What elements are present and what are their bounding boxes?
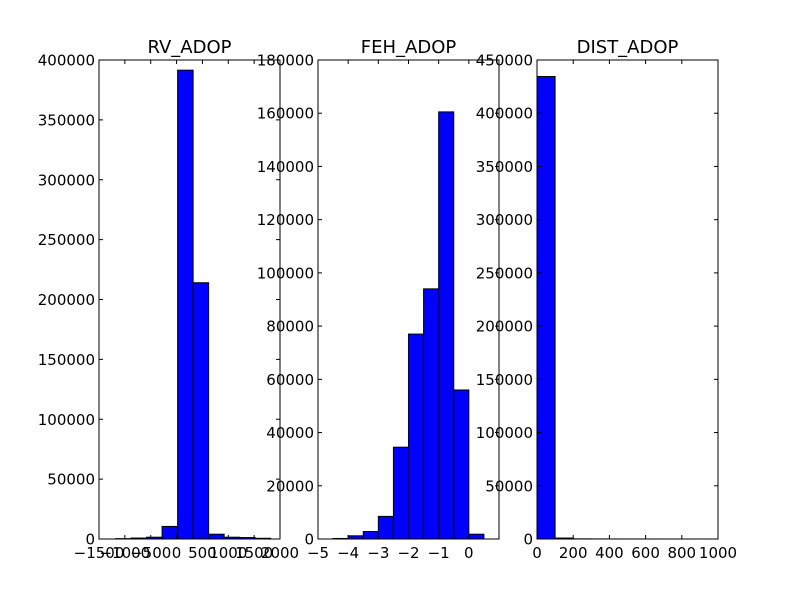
rv-adop-x-tick-label: −500 <box>130 544 171 562</box>
feh-adop-x-tick-label: −5 <box>307 544 329 562</box>
dist-adop-axes-frame <box>536 59 719 540</box>
rv-adop-x-tick-label: 1500 <box>235 544 273 562</box>
feh-adop-bar <box>453 389 470 540</box>
feh-adop-bar <box>377 515 394 540</box>
feh-adop-bar <box>392 446 409 540</box>
dist-adop-x-tick-label: 1000 <box>699 544 737 562</box>
rv-adop-panel: −1500−1000−500 0 5001000150020000500001000… <box>38 37 299 562</box>
feh-adop-x-tick-label: −4 <box>337 544 359 562</box>
rv-adop-title: RV_ADOP <box>147 37 231 58</box>
dist-adop-y-tick-label: 400000 <box>476 105 533 123</box>
rv-adop-bar <box>208 533 225 540</box>
dist-adop-y-tick-label: 250000 <box>476 264 533 282</box>
dist-adop-y-tick-label: 200000 <box>476 318 533 336</box>
rv-adop-y-tick-label: 350000 <box>38 111 95 129</box>
rv-adop-y-tick-label: 100000 <box>38 411 95 429</box>
feh-adop-bar <box>423 288 440 540</box>
dist-adop-y-tick-label: 450000 <box>476 52 533 70</box>
dist-adop-bar <box>536 75 556 540</box>
feh-adop-x-tick-label: −3 <box>367 544 389 562</box>
rv-adop-bar <box>161 525 179 540</box>
feh-adop-y-tick-label: 100000 <box>257 264 314 282</box>
dist-adop-y-tick-label: 50000 <box>485 477 533 495</box>
rv-adop-y-tick-label: 300000 <box>38 171 95 189</box>
feh-adop-bar <box>438 111 455 540</box>
feh-adop-y-tick-label: 20000 <box>266 477 314 495</box>
dist-adop-x-tick-label: 200 <box>559 544 588 562</box>
rv-adop-y-tick-label: 250000 <box>38 231 95 249</box>
rv-adop-bar <box>177 69 194 540</box>
dist-adop-y-tick-label: 350000 <box>476 158 533 176</box>
feh-adop-y-tick-label: 40000 <box>266 424 314 442</box>
feh-adop-y-tick-label: 80000 <box>266 318 314 336</box>
feh-adop-y-tick-label: 120000 <box>257 211 314 229</box>
dist-adop-x-tick-label: 0 <box>532 544 542 562</box>
rv-adop-bar <box>192 282 210 540</box>
feh-adop-bar <box>362 531 379 540</box>
rv-adop-y-tick-label: 150000 <box>38 351 95 369</box>
dist-adop-title: DIST_ADOP <box>577 37 679 58</box>
rv-adop-x-tick-label: −1000 <box>99 544 150 562</box>
feh-adop-y-tick-label: 60000 <box>266 371 314 389</box>
feh-adop-x-tick-label: 0 <box>464 544 474 562</box>
feh-adop-title: FEH_ADOP <box>361 37 457 58</box>
rv-adop-y-tick-label: 400000 <box>38 52 95 70</box>
rv-adop-x-tick-label: 500 <box>188 544 217 562</box>
rv-adop-x-tick-label: 2000 <box>261 544 299 562</box>
dist-adop-panel: 0 200 400 600 800 1000 0 50000 100000 150000 20000… <box>476 37 737 562</box>
dist-adop-y-tick-label: 0 <box>523 531 533 549</box>
rv-adop-y-tick-label: 200000 <box>38 291 95 309</box>
feh-adop-x-tick-label: −1 <box>428 544 450 562</box>
dist-adop-y-tick-label: 300000 <box>476 211 533 229</box>
feh-adop-y-tick-label: 180000 <box>257 52 314 70</box>
feh-adop-bar <box>408 333 425 540</box>
dist-adop-x-tick-label: 800 <box>667 544 696 562</box>
rv-adop-y-tick-label: 0 <box>85 531 95 549</box>
feh-adop-y-tick-label: 160000 <box>257 105 314 123</box>
feh-adop-y-tick-label: 140000 <box>257 158 314 176</box>
feh-adop-bar <box>468 533 485 540</box>
rv-adop-x-tick-label: 1000 <box>209 544 247 562</box>
dist-adop-x-tick-label: 400 <box>595 544 624 562</box>
feh-adop-panel: −5 −4 −3 −2 −1 0 0 20000 40000 60000 80000 100000 12… <box>257 37 500 562</box>
rv-adop-x-tick-label: −1500 <box>74 544 125 562</box>
feh-adop-y-tick-label: 0 <box>304 531 314 549</box>
dist-adop-plot-area <box>537 60 718 539</box>
dist-adop-x-tick-label: 600 <box>631 544 660 562</box>
dist-adop-y-tick-label: 150000 <box>476 371 533 389</box>
rv-adop-x-tick-label: 0 <box>172 544 182 562</box>
feh-adop-x-tick-label: −2 <box>397 544 419 562</box>
dist-adop-y-tick-label: 100000 <box>476 424 533 442</box>
rv-adop-y-tick-label: 50000 <box>47 471 95 489</box>
